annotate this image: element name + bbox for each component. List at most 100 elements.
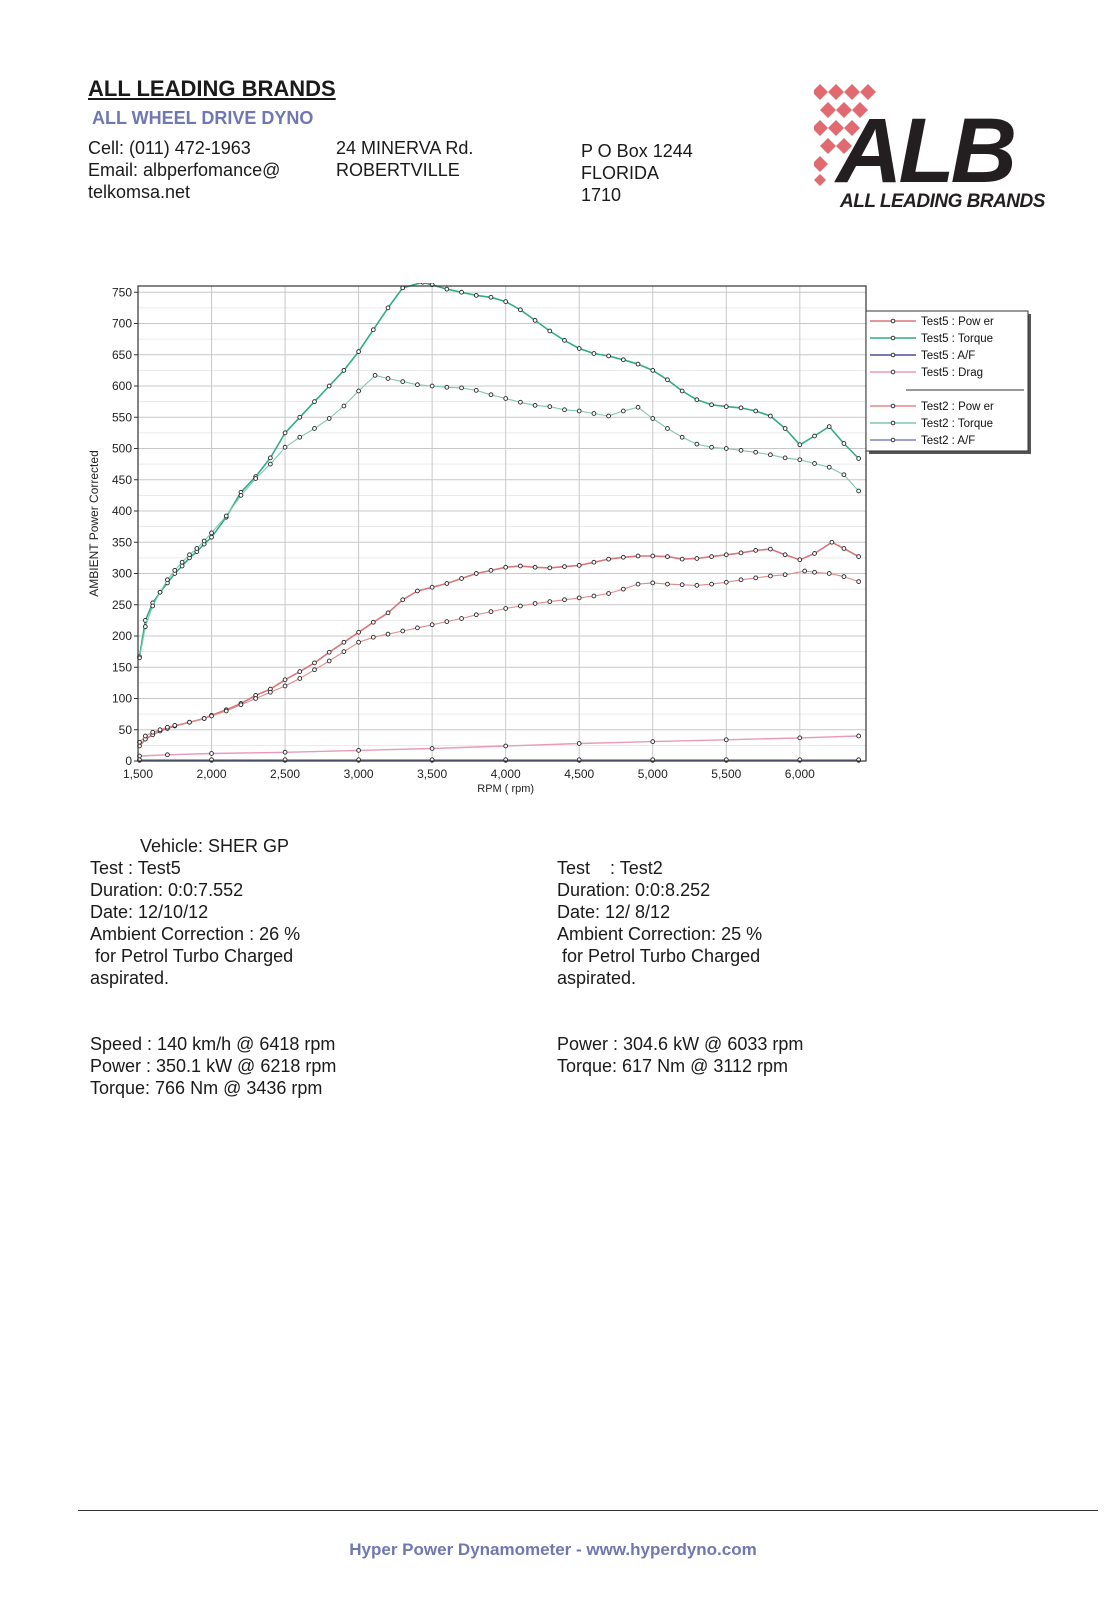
data-point <box>709 554 714 559</box>
data-point <box>679 388 685 394</box>
data-point <box>797 557 803 563</box>
data-point <box>268 461 273 467</box>
legend-item: Test2 : Torque <box>870 418 993 430</box>
data-point <box>444 619 450 624</box>
data-point <box>165 724 170 730</box>
data-point <box>297 676 303 681</box>
data-point <box>223 708 229 714</box>
data-point <box>459 289 464 295</box>
data-point <box>503 743 509 749</box>
data-point <box>326 383 332 389</box>
data-point <box>187 719 192 725</box>
data-point <box>826 464 832 470</box>
data-point <box>282 677 288 683</box>
data-point <box>562 597 567 603</box>
data-point <box>209 530 214 536</box>
data-point <box>797 735 803 741</box>
data-point <box>356 748 361 753</box>
data-point <box>253 696 259 701</box>
data-point <box>473 293 479 298</box>
data-point <box>400 379 406 384</box>
postal-code: 1710 <box>581 185 622 205</box>
data-point <box>591 351 597 356</box>
test2-date: Date: 12/ 8/12 <box>557 902 671 922</box>
data-point <box>341 649 347 654</box>
data-point <box>841 546 847 551</box>
cell-number: Cell: (011) 472-1963 <box>88 138 251 158</box>
data-point <box>518 603 523 609</box>
legend: Test5 : Pow er Test5 : Torque Test5 : A/F T… <box>865 310 1031 454</box>
data-point <box>768 546 773 552</box>
data-point <box>620 554 626 560</box>
legend-item: Test5 : Pow er <box>870 316 994 328</box>
dyno-chart: 0 50 100 150 200 250 300 350 400 450 500 550 600 650 7… <box>87 283 1031 795</box>
data-point <box>723 579 729 585</box>
data-point <box>576 346 582 351</box>
data-point <box>620 357 626 363</box>
y-tick-label: 400 <box>112 504 132 518</box>
company-name: ALL LEADING BRANDS <box>88 76 336 101</box>
data-point <box>856 579 861 584</box>
data-point <box>385 610 391 616</box>
data-point <box>326 658 332 664</box>
data-point <box>591 593 597 599</box>
data-point <box>518 563 523 569</box>
data-point <box>341 639 347 645</box>
data-point <box>650 580 656 586</box>
series-test2-torque <box>137 373 861 661</box>
data-point <box>768 573 773 579</box>
test2-duration: Duration: 0:0:8.252 <box>557 880 711 900</box>
data-point <box>650 739 656 744</box>
data-point <box>297 669 303 674</box>
data-point <box>753 408 759 414</box>
data-point <box>444 581 450 586</box>
data-point <box>420 283 425 285</box>
data-point <box>268 689 273 695</box>
data-point <box>370 327 376 333</box>
x-tick-label: 5,000 <box>638 767 668 781</box>
data-point <box>415 625 420 631</box>
legend-item: Test2 : Pow er <box>870 401 994 413</box>
data-point <box>253 476 259 481</box>
data-point <box>312 426 317 431</box>
data-point <box>209 713 214 719</box>
street-address: 24 MINERVA Rd. <box>336 138 474 158</box>
y-tick-label: 600 <box>112 379 132 393</box>
data-point <box>723 737 729 743</box>
y-tick-label: 100 <box>112 692 132 706</box>
data-point <box>282 749 288 755</box>
data-point <box>372 373 378 378</box>
data-point <box>194 546 200 551</box>
vehicle-name: Vehicle: SHER GP <box>140 836 290 856</box>
y-tick-label: 50 <box>119 723 133 737</box>
data-point <box>576 741 582 746</box>
data-point <box>385 305 391 311</box>
data-point <box>812 433 817 439</box>
alb-logo: ALB ALL LEADING BRANDS <box>814 84 1046 212</box>
data-point <box>826 424 832 429</box>
data-point <box>591 559 597 565</box>
data-point <box>812 551 817 556</box>
logo-letters: ALB <box>834 100 1015 202</box>
data-point <box>282 683 288 689</box>
x-axis-label: RPM ( rpm) <box>477 783 534 795</box>
data-point <box>532 564 538 570</box>
legend-item: Test5 : Drag <box>870 367 983 379</box>
data-point <box>503 564 509 570</box>
data-point <box>143 624 148 629</box>
y-tick-label: 300 <box>112 567 132 581</box>
x-tick-label: 2,000 <box>197 767 227 781</box>
x-tick-label: 4,000 <box>491 767 521 781</box>
test5-ambient-correction: Ambient Correction : 26 % <box>90 924 301 944</box>
x-tick-label: 3,500 <box>417 767 447 781</box>
data-point <box>356 349 361 354</box>
email-line-1: Email: albperfomance@ <box>88 160 281 180</box>
data-point <box>444 384 450 390</box>
data-point <box>297 414 303 420</box>
data-point <box>370 634 376 640</box>
y-tick-label: 250 <box>112 598 132 612</box>
data-point <box>782 426 788 431</box>
data-point <box>503 396 509 401</box>
data-point <box>385 631 391 637</box>
data-point <box>679 556 685 562</box>
